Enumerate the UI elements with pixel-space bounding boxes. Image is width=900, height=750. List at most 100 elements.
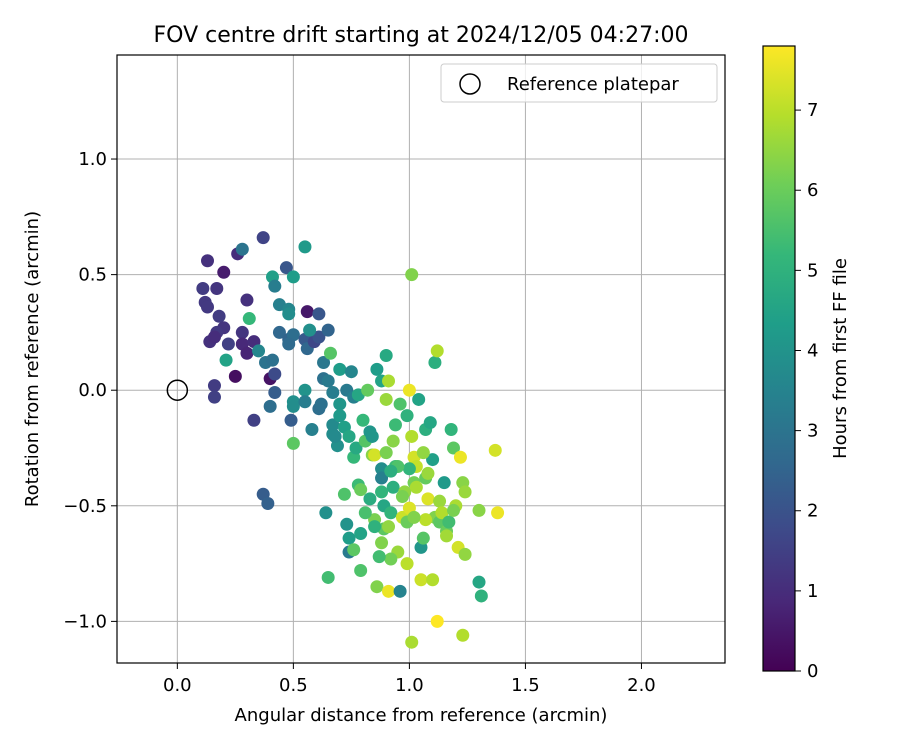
data-point	[354, 483, 368, 497]
data-point	[370, 362, 384, 376]
data-point	[235, 325, 249, 339]
legend-marker-icon	[459, 73, 481, 95]
data-point	[363, 492, 377, 506]
data-point	[414, 573, 428, 587]
data-point	[219, 353, 233, 367]
data-point	[207, 330, 221, 344]
colorbar-tick-label: 7	[807, 100, 818, 121]
data-point	[393, 397, 407, 411]
legend: Reference platepar	[440, 63, 718, 103]
data-point	[298, 395, 312, 409]
data-point	[356, 413, 370, 427]
data-point	[286, 399, 300, 413]
data-point	[379, 349, 393, 363]
data-point	[256, 231, 270, 245]
data-point	[428, 355, 442, 369]
y-tick-label: 0.5	[78, 265, 107, 286]
data-point	[382, 374, 396, 388]
data-point	[340, 517, 354, 531]
data-point	[458, 485, 472, 499]
data-point	[384, 464, 398, 478]
x-tick-label: 1.5	[511, 675, 540, 696]
data-point	[419, 513, 433, 527]
data-point	[342, 531, 356, 545]
data-point	[426, 573, 440, 587]
data-point	[384, 552, 398, 566]
data-point	[217, 265, 231, 279]
data-point	[354, 564, 368, 578]
data-point	[368, 520, 382, 534]
data-point	[437, 476, 451, 490]
reference-platepar-marker	[166, 379, 189, 401]
data-point	[321, 323, 335, 337]
colorbar: 0 1 2 3 4 5 6 7 Hours from first FF file	[762, 45, 851, 682]
data-point	[207, 390, 221, 404]
data-point	[384, 506, 398, 520]
x-tick-label: 2.0	[627, 675, 656, 696]
colorbar-tick-label: 5	[807, 260, 818, 281]
data-point	[326, 386, 340, 400]
data-point	[268, 386, 282, 400]
colorbar-tick-label: 6	[807, 180, 818, 201]
data-point	[416, 531, 430, 545]
legend-box	[440, 63, 718, 103]
data-point	[386, 434, 400, 448]
data-point	[472, 575, 486, 589]
chart-title: FOV centre drift starting at 2024/12/05 …	[154, 23, 689, 48]
data-point	[388, 418, 402, 432]
data-point	[472, 503, 486, 517]
data-point	[375, 471, 389, 485]
data-point	[430, 344, 444, 358]
data-point	[421, 466, 435, 480]
data-point	[240, 293, 254, 307]
data-point	[400, 557, 414, 571]
data-point	[242, 312, 256, 326]
colorbar-tick-label: 0	[807, 661, 818, 682]
data-point	[444, 423, 458, 437]
data-point	[235, 242, 249, 256]
data-point	[305, 423, 319, 437]
data-point	[252, 344, 266, 358]
data-point	[210, 281, 224, 295]
data-point	[333, 362, 347, 376]
data-point	[321, 570, 335, 584]
x-tick-label: 1.0	[395, 675, 424, 696]
data-points	[196, 231, 505, 649]
data-point	[282, 307, 296, 321]
data-point	[212, 309, 226, 323]
data-point	[201, 300, 215, 314]
data-point	[412, 392, 426, 406]
data-point	[446, 441, 460, 455]
data-point	[314, 397, 328, 411]
y-tick-label: 1.0	[78, 149, 107, 170]
data-point	[333, 409, 347, 423]
data-point	[426, 453, 440, 467]
y-axis-label: Rotation from reference (arcmin)	[22, 211, 43, 507]
colorbar-label: Hours from first FF file	[830, 258, 851, 459]
data-point	[375, 536, 389, 550]
data-point	[326, 418, 340, 432]
y-tick-label: −1.0	[63, 611, 107, 632]
data-point	[207, 379, 221, 393]
data-point	[456, 628, 470, 642]
data-point	[395, 490, 409, 504]
data-point	[349, 441, 363, 455]
data-point	[416, 446, 430, 460]
data-point	[446, 503, 460, 517]
data-point	[382, 520, 396, 534]
data-point	[433, 494, 447, 508]
data-point	[458, 547, 472, 561]
data-point	[386, 480, 400, 494]
colorbar-tick-label: 4	[807, 340, 818, 361]
data-point	[298, 383, 312, 397]
y-tick-label: 0.0	[78, 380, 107, 401]
data-point	[491, 506, 505, 520]
axes: 0.0 0.5 1.0 1.5 2.0 −1.0 −0.5 0.0 0.5 1.0	[63, 149, 655, 696]
data-point	[405, 429, 419, 443]
data-point	[375, 485, 389, 499]
reference-marker-layer	[166, 379, 189, 401]
data-point	[430, 614, 444, 628]
data-point	[317, 355, 331, 369]
data-point	[365, 429, 379, 443]
